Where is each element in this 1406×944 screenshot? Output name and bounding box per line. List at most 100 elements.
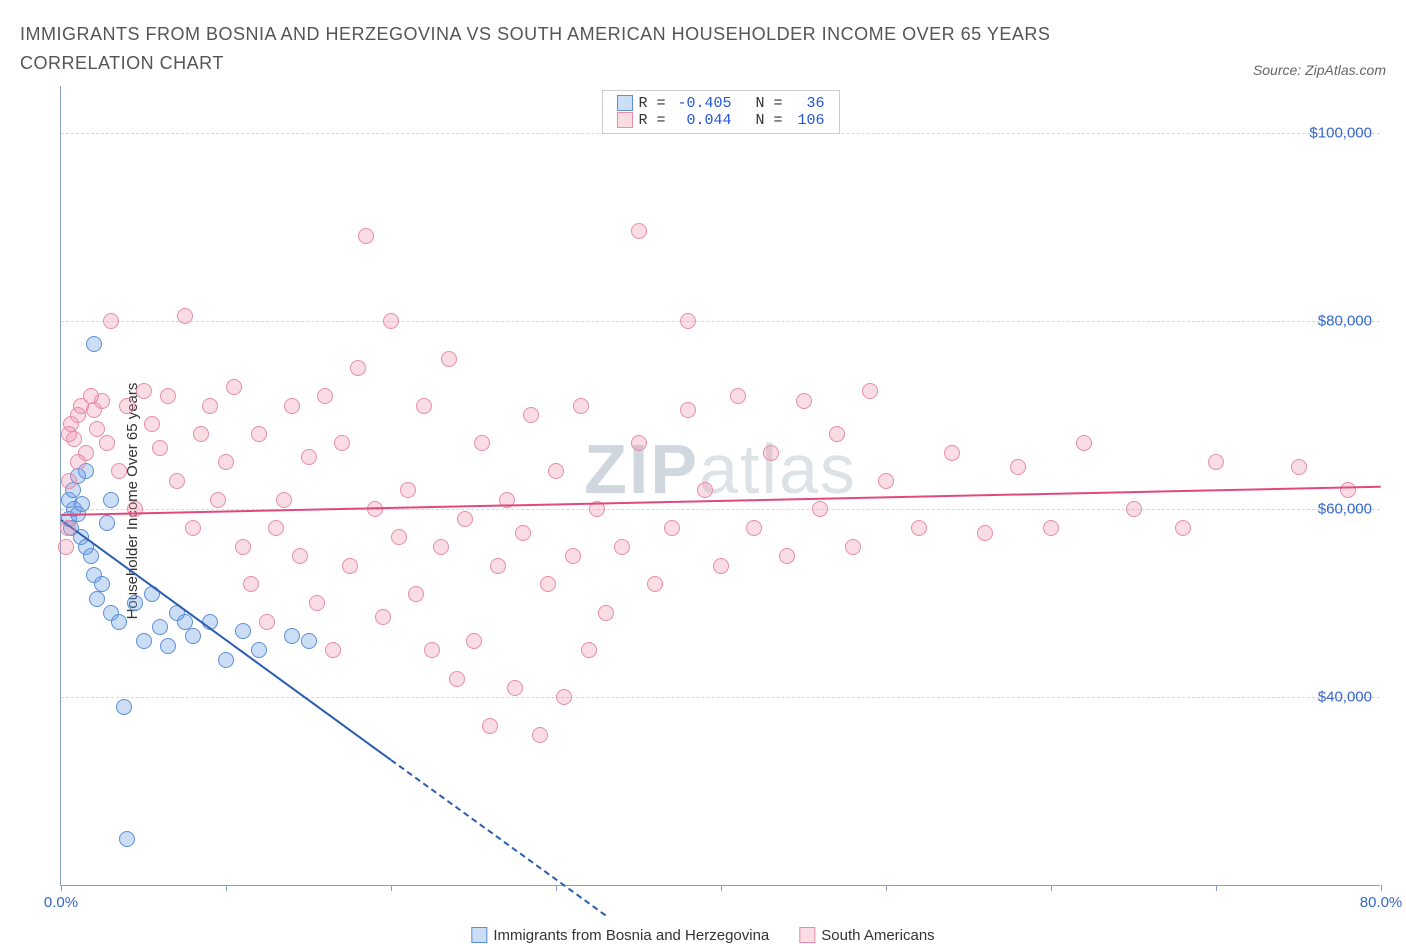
scatter-point — [911, 520, 927, 536]
scatter-point — [565, 548, 581, 564]
stats-n-label: N = — [738, 95, 783, 112]
x-tick-label: 80.0% — [1360, 894, 1403, 911]
scatter-point — [1291, 459, 1307, 475]
scatter-point — [350, 360, 366, 376]
scatter-point — [556, 689, 572, 705]
scatter-point — [99, 515, 115, 531]
stats-row: R = -0.405 N = 36 — [616, 95, 824, 112]
scatter-point — [631, 223, 647, 239]
scatter-point — [829, 426, 845, 442]
y-tick-label: $40,000 — [1318, 689, 1372, 706]
scatter-point — [284, 398, 300, 414]
scatter-point — [210, 492, 226, 508]
scatter-point — [251, 426, 267, 442]
scatter-point — [226, 379, 242, 395]
scatter-point — [103, 492, 119, 508]
scatter-point — [1175, 520, 1191, 536]
scatter-point — [424, 642, 440, 658]
scatter-point — [309, 595, 325, 611]
scatter-point — [301, 449, 317, 465]
scatter-point — [78, 445, 94, 461]
scatter-point — [94, 393, 110, 409]
x-tick — [1381, 885, 1382, 891]
x-tick — [886, 885, 887, 891]
stats-legend-box: R = -0.405 N = 36R = 0.044 N = 106 — [601, 90, 839, 134]
scatter-point — [1208, 454, 1224, 470]
scatter-point — [127, 501, 143, 517]
scatter-point — [160, 638, 176, 654]
scatter-point — [177, 308, 193, 324]
scatter-point — [268, 520, 284, 536]
scatter-point — [507, 680, 523, 696]
legend-item: Immigrants from Bosnia and Herzegovina — [471, 927, 769, 944]
scatter-point — [375, 609, 391, 625]
scatter-point — [523, 407, 539, 423]
scatter-point — [185, 628, 201, 644]
regression-line — [61, 486, 1381, 516]
scatter-point — [1126, 501, 1142, 517]
scatter-point — [581, 642, 597, 658]
scatter-point — [977, 525, 993, 541]
scatter-point — [474, 435, 490, 451]
scatter-point — [301, 633, 317, 649]
scatter-point — [169, 473, 185, 489]
plot-area: ZIPatlas R = -0.405 N = 36R = 0.044 N = … — [60, 86, 1380, 886]
scatter-point — [391, 529, 407, 545]
scatter-point — [812, 501, 828, 517]
stats-r-label: R = — [638, 95, 665, 112]
scatter-point — [449, 671, 465, 687]
scatter-point — [61, 473, 77, 489]
chart-title: IMMIGRANTS FROM BOSNIA AND HERZEGOVINA V… — [20, 20, 1120, 78]
x-tick — [391, 885, 392, 891]
scatter-point — [99, 435, 115, 451]
scatter-point — [193, 426, 209, 442]
scatter-point — [598, 605, 614, 621]
scatter-point — [358, 228, 374, 244]
scatter-point — [111, 463, 127, 479]
series-swatch — [616, 95, 632, 111]
legend-swatch — [471, 927, 487, 943]
scatter-point — [116, 699, 132, 715]
x-tick — [721, 885, 722, 891]
scatter-point — [243, 576, 259, 592]
scatter-point — [763, 445, 779, 461]
scatter-point — [284, 628, 300, 644]
scatter-point — [400, 482, 416, 498]
scatter-point — [89, 421, 105, 437]
scatter-point — [235, 623, 251, 639]
scatter-point — [796, 393, 812, 409]
scatter-point — [60, 520, 76, 536]
y-tick-label: $100,000 — [1309, 124, 1372, 141]
chart-container: Householder Income Over 65 years ZIPatla… — [20, 86, 1386, 916]
x-tick-label: 0.0% — [44, 894, 78, 911]
scatter-point — [515, 525, 531, 541]
stats-r-value: 0.044 — [672, 112, 732, 129]
scatter-point — [614, 539, 630, 555]
scatter-point — [680, 313, 696, 329]
x-tick — [1051, 885, 1052, 891]
scatter-point — [103, 313, 119, 329]
scatter-point — [202, 398, 218, 414]
scatter-point — [276, 492, 292, 508]
legend-label: Immigrants from Bosnia and Herzegovina — [493, 927, 769, 944]
scatter-point — [697, 482, 713, 498]
scatter-point — [83, 548, 99, 564]
scatter-point — [136, 633, 152, 649]
scatter-point — [144, 416, 160, 432]
scatter-point — [119, 398, 135, 414]
scatter-point — [185, 520, 201, 536]
gridline — [61, 321, 1380, 322]
scatter-point — [111, 614, 127, 630]
stats-n-label: N = — [738, 112, 783, 129]
scatter-point — [94, 576, 110, 592]
scatter-point — [548, 463, 564, 479]
scatter-point — [74, 496, 90, 512]
scatter-point — [1043, 520, 1059, 536]
bottom-legend: Immigrants from Bosnia and HerzegovinaSo… — [471, 927, 934, 944]
scatter-point — [218, 652, 234, 668]
scatter-point — [416, 398, 432, 414]
scatter-point — [433, 539, 449, 555]
scatter-point — [631, 435, 647, 451]
stats-n-value: 36 — [789, 95, 825, 112]
scatter-point — [466, 633, 482, 649]
